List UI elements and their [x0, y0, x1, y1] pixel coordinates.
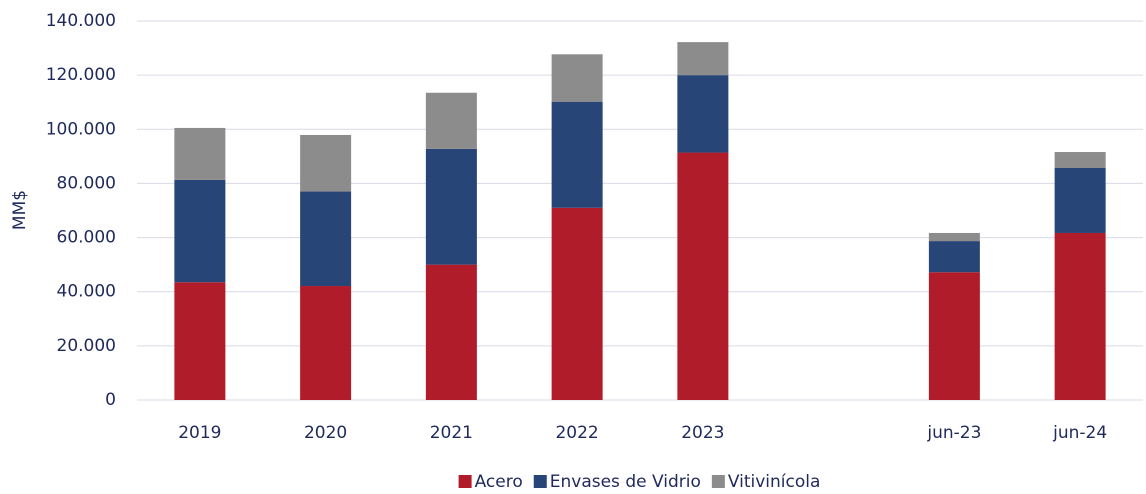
bar-segment [1054, 232, 1106, 400]
x-tick-label: 2022 [555, 423, 598, 443]
bar-segment [551, 207, 603, 400]
legend-label: Acero [475, 472, 523, 492]
legend-swatch [533, 475, 547, 488]
y-tick-label: 100.000 [46, 119, 116, 139]
bar-segment [551, 101, 603, 208]
y-tick-label: 20.000 [57, 336, 116, 356]
bar-segment [174, 127, 226, 180]
bar-segment [425, 264, 477, 400]
bar-segment [300, 191, 352, 287]
bar-segment [677, 42, 729, 76]
y-tick-label: 80.000 [57, 173, 116, 193]
y-tick-label: 40.000 [57, 282, 116, 302]
legend-swatch [458, 475, 472, 488]
bar-segment [928, 241, 980, 273]
bar-segment [928, 232, 980, 242]
x-tick-label: 2020 [304, 423, 347, 443]
x-tick-label: 2021 [430, 423, 473, 443]
x-tick-label: jun-24 [1052, 423, 1107, 443]
bar-segment [1054, 167, 1106, 233]
bar-segment [677, 75, 729, 153]
legend-label: Envases de Vidrio [550, 472, 701, 492]
bar-segment [677, 152, 729, 400]
bar-segment [174, 282, 226, 400]
bar-segment [551, 54, 603, 102]
bar-segment [300, 134, 352, 192]
y-tick-label: 140.000 [46, 11, 116, 31]
bar-segment [425, 148, 477, 265]
y-tick-label: 120.000 [46, 65, 116, 85]
y-tick-label: 60.000 [57, 228, 116, 248]
legend-swatch [711, 475, 725, 488]
bar-segment [300, 286, 352, 400]
x-tick-label: 2023 [681, 423, 724, 443]
bar-segment [928, 272, 980, 400]
bar-segment [1054, 152, 1106, 168]
y-tick-label: 0 [105, 390, 116, 410]
legend-label: Vitivinícola [728, 472, 821, 492]
x-tick-label: jun-23 [926, 423, 981, 443]
bar-segment [174, 179, 226, 283]
y-axis-label: MM$ [10, 190, 30, 230]
x-tick-label: 2019 [178, 423, 221, 443]
bar-segment [425, 92, 477, 149]
